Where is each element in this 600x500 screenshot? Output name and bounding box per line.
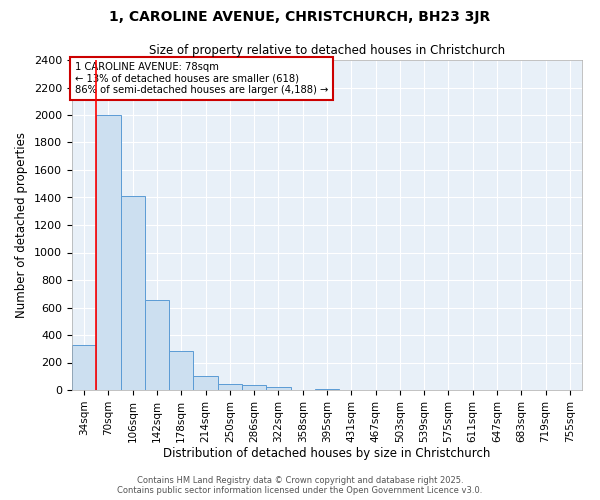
Bar [242, 385, 266, 390]
Text: Contains HM Land Registry data © Crown copyright and database right 2025.
Contai: Contains HM Land Registry data © Crown c… [118, 476, 482, 495]
Bar [96, 115, 121, 390]
Text: 1 CAROLINE AVENUE: 78sqm
← 13% of detached houses are smaller (618)
86% of semi-: 1 CAROLINE AVENUE: 78sqm ← 13% of detach… [74, 62, 328, 95]
Text: 1, CAROLINE AVENUE, CHRISTCHURCH, BH23 3JR: 1, CAROLINE AVENUE, CHRISTCHURCH, BH23 3… [109, 10, 491, 24]
Title: Size of property relative to detached houses in Christchurch: Size of property relative to detached ho… [149, 44, 505, 58]
Bar [169, 351, 193, 390]
Bar [121, 196, 145, 390]
Bar [266, 387, 290, 390]
Bar [193, 376, 218, 390]
Y-axis label: Number of detached properties: Number of detached properties [16, 132, 28, 318]
Bar [315, 388, 339, 390]
Bar [218, 384, 242, 390]
X-axis label: Distribution of detached houses by size in Christchurch: Distribution of detached houses by size … [163, 448, 491, 460]
Bar [145, 300, 169, 390]
Bar [72, 346, 96, 390]
